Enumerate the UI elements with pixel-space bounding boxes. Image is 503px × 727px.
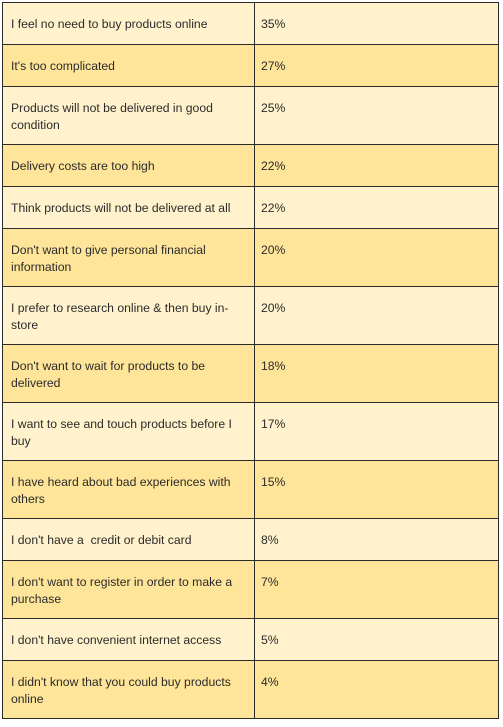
- reason-cell: Don't want to give personal financial in…: [2, 228, 255, 287]
- table-row: Don't want to give personal financial in…: [2, 228, 499, 287]
- table-row: I don't have convenient internet access …: [2, 618, 499, 661]
- reason-cell: I feel no need to buy products online: [2, 2, 255, 45]
- table-row: I prefer to research online & then buy i…: [2, 286, 499, 345]
- reason-cell: Think products will not be delivered at …: [2, 186, 255, 229]
- reason-cell: I didn't know that you could buy product…: [2, 660, 255, 719]
- table-row: I didn't know that you could buy product…: [2, 660, 499, 719]
- percent-cell: 27%: [254, 44, 499, 87]
- reason-cell: Products will not be delivered in good c…: [2, 86, 255, 145]
- reason-cell: I have heard about bad experiences with …: [2, 460, 255, 519]
- reason-cell: It's too complicated: [2, 44, 255, 87]
- table-row: I want to see and touch products before …: [2, 402, 499, 461]
- reason-cell: I don't want to register in order to mak…: [2, 560, 255, 619]
- reason-cell: I want to see and touch products before …: [2, 402, 255, 461]
- survey-table: I feel no need to buy products online 35…: [2, 2, 499, 719]
- percent-cell: 8%: [254, 518, 499, 561]
- reason-cell: Delivery costs are too high: [2, 144, 255, 187]
- table-row: Products will not be delivered in good c…: [2, 86, 499, 145]
- percent-cell: 4%: [254, 660, 499, 719]
- percent-cell: 20%: [254, 228, 499, 287]
- table-row: I have heard about bad experiences with …: [2, 460, 499, 519]
- percent-cell: 7%: [254, 560, 499, 619]
- percent-cell: 22%: [254, 186, 499, 229]
- reason-cell: I prefer to research online & then buy i…: [2, 286, 255, 345]
- reason-cell: Don't want to wait for products to be de…: [2, 344, 255, 403]
- reason-cell: I don't have a credit or debit card: [2, 518, 255, 561]
- percent-cell: 22%: [254, 144, 499, 187]
- percent-cell: 17%: [254, 402, 499, 461]
- percent-cell: 18%: [254, 344, 499, 403]
- percent-cell: 20%: [254, 286, 499, 345]
- table-row: Think products will not be delivered at …: [2, 186, 499, 229]
- table-row: Delivery costs are too high 22%: [2, 144, 499, 187]
- table-row: I don't want to register in order to mak…: [2, 560, 499, 619]
- percent-cell: 35%: [254, 2, 499, 45]
- reason-cell: I don't have convenient internet access: [2, 618, 255, 661]
- table-row: I feel no need to buy products online 35…: [2, 2, 499, 45]
- percent-cell: 5%: [254, 618, 499, 661]
- table-row: It's too complicated 27%: [2, 44, 499, 87]
- table-row: Don't want to wait for products to be de…: [2, 344, 499, 403]
- table-row: I don't have a credit or debit card 8%: [2, 518, 499, 561]
- percent-cell: 25%: [254, 86, 499, 145]
- percent-cell: 15%: [254, 460, 499, 519]
